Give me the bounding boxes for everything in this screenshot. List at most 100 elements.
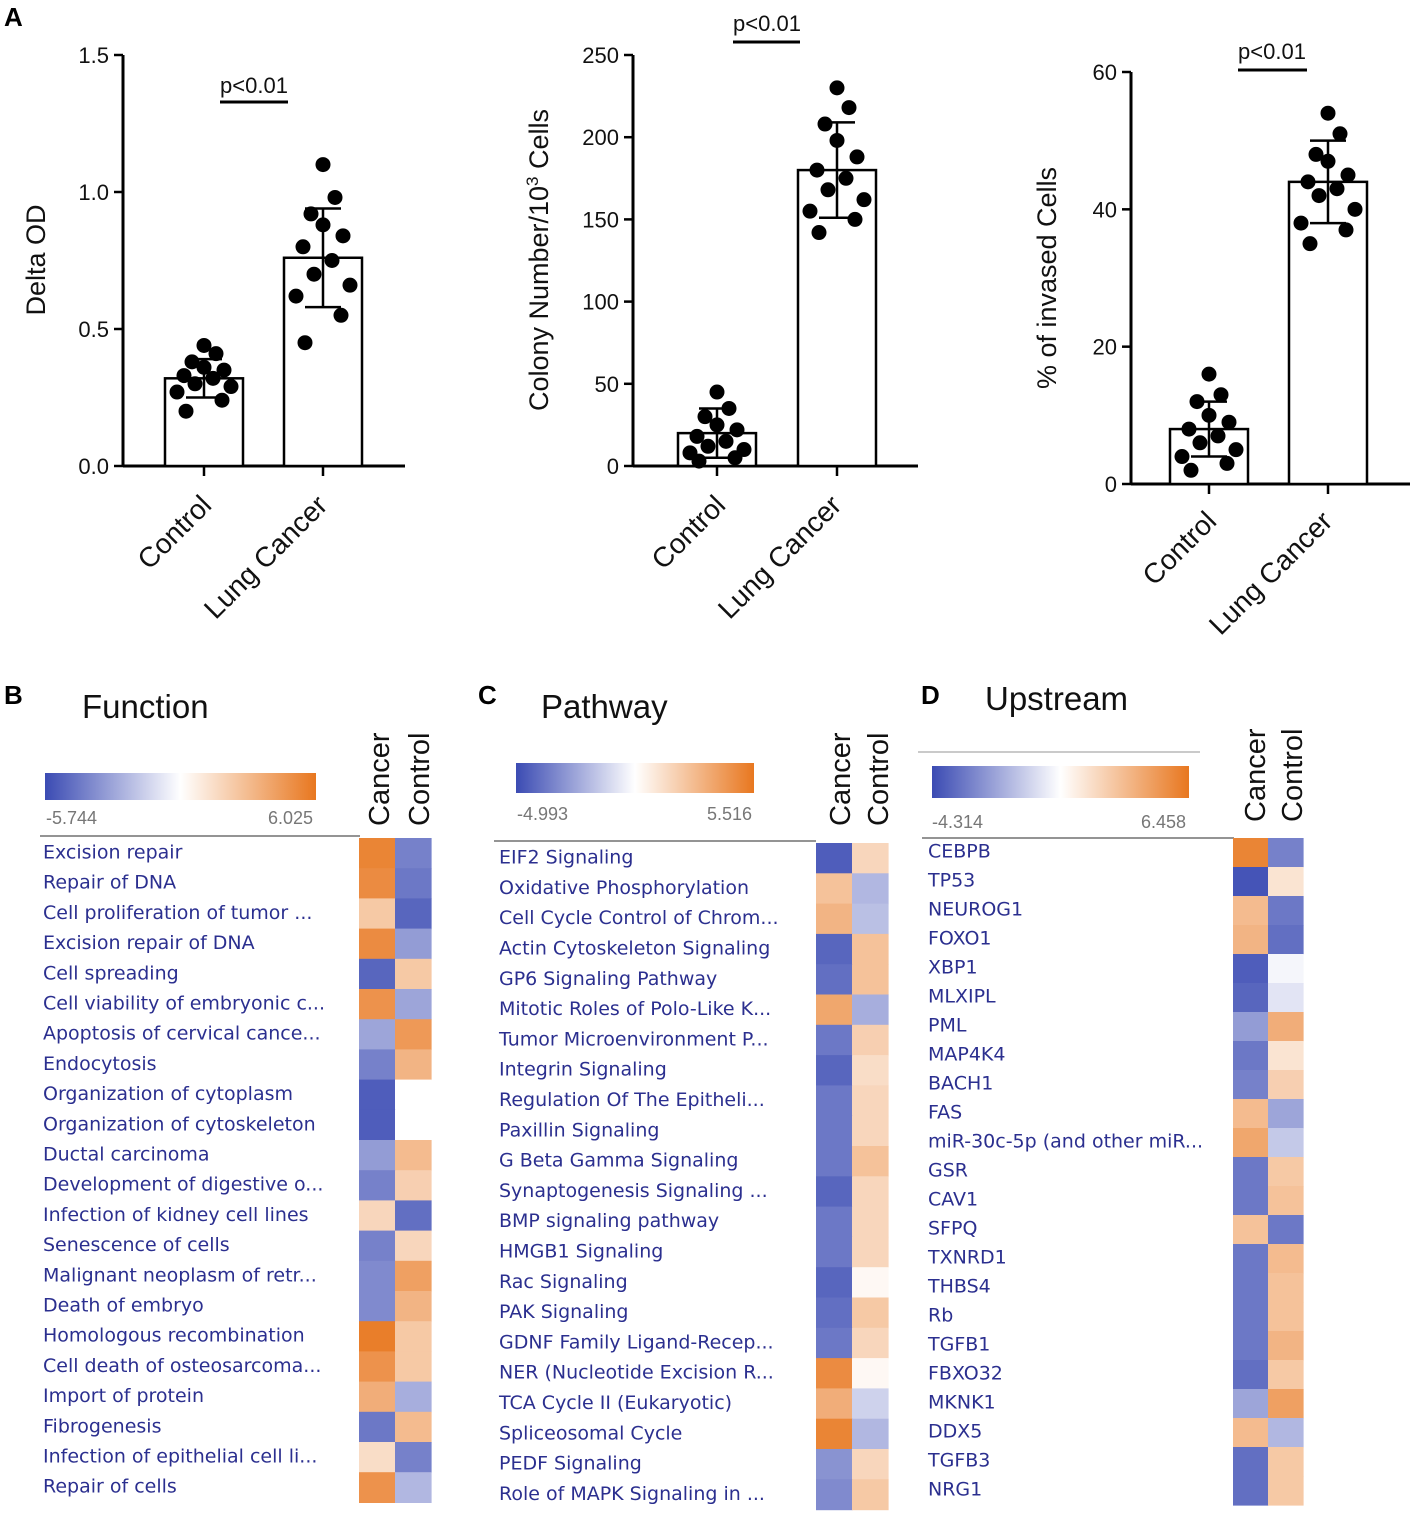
row-label: DDX5 (928, 1421, 982, 1443)
panel-label-c: C (478, 680, 497, 710)
x-category-label: Control (645, 489, 731, 575)
data-point (811, 225, 827, 241)
y-tick-label: 40 (1093, 197, 1117, 222)
row-label: Regulation Of The Epitheli... (499, 1089, 765, 1111)
heatmap-cell (816, 1115, 853, 1147)
row-label: FAS (928, 1102, 962, 1124)
data-point (856, 192, 872, 208)
heatmap-cell (1233, 867, 1269, 897)
heatmap-cell (1233, 1012, 1269, 1042)
column-label-cancer: Cancer (364, 732, 396, 826)
y-tick-label: 60 (1093, 60, 1117, 85)
color-scale-bar (516, 763, 754, 793)
data-point (697, 409, 713, 425)
row-label: Organization of cytoplasm (43, 1083, 293, 1105)
heatmap-cell (816, 933, 853, 965)
heatmap-cell (1268, 1273, 1304, 1303)
heatmap-cell (1268, 1041, 1304, 1071)
heatmap-cell (1233, 1244, 1269, 1274)
heatmap-cell (816, 1236, 853, 1268)
heatmap-cell (1268, 1389, 1304, 1419)
heatmap-cell (816, 873, 853, 905)
y-tick-label: 0.5 (78, 317, 109, 342)
row-label: Infection of kidney cell lines (43, 1204, 309, 1226)
row-label: Homologous recombination (43, 1325, 305, 1347)
heatmap-cell (1233, 1041, 1269, 1071)
data-point (297, 335, 313, 351)
heatmap-cell (1233, 1389, 1269, 1419)
data-point (295, 239, 311, 255)
heatmap-cell (852, 1236, 889, 1268)
row-label: Paxillin Signaling (499, 1119, 659, 1141)
heatmap-cell (1268, 983, 1304, 1013)
row-label: Excision repair of DNA (43, 932, 255, 954)
heatmap-cell (852, 1327, 889, 1359)
heatmap-cell (1268, 1360, 1304, 1390)
y-tick-label: 1.0 (78, 180, 109, 205)
panel-label-d: D (921, 680, 940, 710)
scale-min-label: -5.744 (46, 808, 97, 828)
row-label: NEUROG1 (928, 899, 1023, 921)
heatmap-cell (1233, 1331, 1269, 1361)
heatmap-cell (395, 1351, 432, 1383)
heatmap-cell (1233, 1447, 1269, 1477)
heatmap-cell (852, 1085, 889, 1117)
chart-marks: 0.0 0.5 1.0 1.5 (78, 43, 405, 479)
heatmap-cell (852, 1297, 889, 1329)
heatmap-cell (1268, 867, 1304, 897)
heatmap-cell (816, 1479, 853, 1511)
row-label: Endocytosis (43, 1053, 157, 1075)
heatmap-cell (1268, 1070, 1304, 1100)
heatmap-cell (1268, 1157, 1304, 1187)
data-point (178, 403, 194, 419)
heatmap-cell (359, 1170, 396, 1201)
data-point (1174, 449, 1190, 465)
heatmap-cell (1233, 838, 1269, 868)
data-point (729, 422, 745, 438)
data-point (216, 362, 232, 378)
heatmap-cell (1268, 1476, 1304, 1506)
data-point (1320, 105, 1336, 121)
row-label: Cell spreading (43, 962, 179, 984)
heatmap-cell (1233, 1186, 1269, 1216)
data-point (849, 149, 865, 165)
heatmap-cell (1268, 1186, 1304, 1216)
data-point (1338, 222, 1354, 238)
data-point (169, 384, 185, 400)
row-label: Rac Signaling (499, 1271, 628, 1293)
heatmap-cell (395, 898, 432, 930)
heatmap-cell (852, 933, 889, 965)
data-point (196, 337, 212, 353)
y-tick-label: 20 (1093, 335, 1117, 360)
data-point (335, 228, 351, 244)
heatmap-cell (395, 1019, 432, 1050)
x-category-label: Control (1136, 505, 1222, 591)
heatmap-cell (395, 1321, 432, 1352)
data-point (1228, 442, 1244, 458)
heatmap-cell (1268, 925, 1304, 955)
row-label: PAK Signaling (499, 1301, 628, 1323)
row-label: Oxidative Phosphorylation (499, 877, 749, 899)
heatmap-cell (395, 1230, 432, 1262)
data-point (817, 116, 833, 132)
row-label: Apoptosis of cervical cance... (43, 1023, 321, 1045)
scale-min-label: -4.314 (932, 812, 983, 832)
heatmap-cell (816, 1146, 853, 1177)
heatmap-cell (852, 1024, 889, 1056)
scale-max-label: 6.458 (1141, 812, 1186, 832)
data-point (820, 182, 836, 198)
y-axis-label-main: Colony Number/10 (524, 186, 554, 411)
row-label: G Beta Gamma Signaling (499, 1150, 738, 1172)
heatmap-cell (359, 838, 396, 869)
data-point (214, 392, 230, 408)
heatmap-cell (1233, 1273, 1269, 1303)
row-label: Spliceosomal Cycle (499, 1422, 682, 1444)
row-label: BMP signaling pathway (499, 1210, 719, 1232)
x-category-label: Control (131, 489, 217, 575)
heatmap-cell (816, 1327, 853, 1359)
heatmap-cell (1233, 1215, 1269, 1245)
y-axis-label-tail: Cells (524, 109, 554, 177)
heatmap-cell (1233, 1099, 1269, 1129)
y-axis-label: Colony Number/103 Cells (523, 109, 554, 411)
